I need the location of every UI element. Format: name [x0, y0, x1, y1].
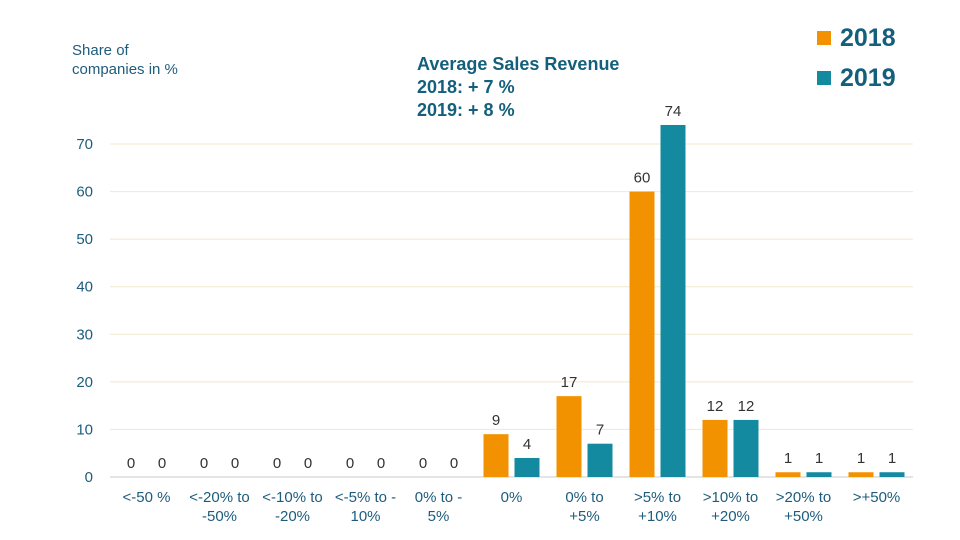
data-label-2018-6: 17: [561, 374, 578, 391]
x-tick-label-3-line-1: 10%: [350, 508, 380, 525]
chart-title-block: Average Sales Revenue 2018: + 7 % 2019: …: [417, 53, 619, 122]
x-tick-label-8-line-0: >10% to: [703, 489, 758, 506]
y-tick-label-40: 40: [76, 279, 93, 296]
data-label-2019-4: 0: [450, 455, 458, 472]
x-tick-label-0-line-0: <-50 %: [123, 489, 171, 506]
x-tick-label-5-line-0: 0%: [501, 489, 523, 506]
data-label-2019-5: 4: [523, 436, 531, 453]
data-label-2019-1: 0: [231, 455, 239, 472]
x-tick-label-1-line-1: -50%: [202, 508, 237, 525]
data-label-2018-2: 0: [273, 455, 281, 472]
y-tick-label-60: 60: [76, 184, 93, 201]
x-tick-label-8-line-1: +20%: [711, 508, 750, 525]
legend-item-2018: 2018: [817, 24, 896, 52]
y-tick-label-20: 20: [76, 374, 93, 391]
data-label-2018-4: 0: [419, 455, 427, 472]
data-label-2018-5: 9: [492, 412, 500, 429]
bar-2019-8: [733, 419, 759, 477]
y-tick-label-30: 30: [76, 326, 93, 343]
data-label-2018-10: 1: [857, 450, 865, 467]
legend-label-2019: 2019: [840, 63, 896, 92]
data-label-2018-7: 60: [634, 170, 651, 187]
x-tick-label-9-line-1: +50%: [784, 508, 823, 525]
bar-2018-9: [775, 472, 801, 477]
y-tick-label-0: 0: [85, 469, 93, 486]
data-label-2018-3: 0: [346, 455, 354, 472]
x-tick-label-2-line-1: -20%: [275, 508, 310, 525]
legend-swatch-2018: [817, 31, 831, 45]
x-tick-label-3-line-0: <-5% to -: [335, 489, 396, 506]
subtitle-line-2018: 2018: + 7 %: [417, 77, 515, 97]
data-label-2019-8: 12: [738, 398, 755, 415]
chart-title: Average Sales Revenue: [417, 54, 620, 74]
data-label-2019-10: 1: [888, 450, 896, 467]
bar-2018-6: [556, 396, 582, 477]
bar-2018-7: [629, 191, 655, 478]
x-tick-label-9-line-0: >20% to: [776, 489, 831, 506]
y-tick-label-50: 50: [76, 231, 93, 248]
bar-2019-7: [660, 124, 686, 477]
legend-label-2018: 2018: [840, 23, 896, 52]
data-label-2019-3: 0: [377, 455, 385, 472]
x-tick-label-7-line-0: >5% to: [634, 489, 681, 506]
legend-swatch-2019: [817, 71, 831, 85]
x-tick-label-4-line-1: 5%: [428, 508, 450, 525]
data-label-2019-6: 7: [596, 422, 604, 439]
data-label-2018-9: 1: [784, 450, 792, 467]
y-axis-title: Share of companies in %: [72, 42, 178, 78]
data-label-2018-0: 0: [127, 455, 135, 472]
y-tick-label-70: 70: [76, 136, 93, 153]
bar-2019-5: [514, 457, 540, 477]
subtitle-line-2019: 2019: + 8 %: [417, 100, 515, 120]
bar-2019-9: [806, 472, 832, 477]
x-tick-label-1-line-0: <-20% to: [189, 489, 249, 506]
bar-2018-5: [483, 434, 509, 477]
x-tick-label-6-line-1: +5%: [569, 508, 599, 525]
bar-2019-10: [879, 472, 905, 477]
data-label-2019-0: 0: [158, 455, 166, 472]
x-tick-label-7-line-1: +10%: [638, 508, 677, 525]
x-tick-label-2-line-0: <-10% to: [262, 489, 322, 506]
data-label-2019-2: 0: [304, 455, 312, 472]
bar-2018-8: [702, 419, 728, 477]
x-tick-label-4-line-0: 0% to -: [415, 489, 463, 506]
legend: 2018 2019: [817, 24, 896, 104]
data-label-2018-8: 12: [707, 398, 724, 415]
x-tick-label-6-line-0: 0% to: [565, 489, 603, 506]
bar-2019-6: [587, 443, 613, 477]
data-label-2018-1: 0: [200, 455, 208, 472]
y-tick-label-10: 10: [76, 421, 93, 438]
data-label-2019-9: 1: [815, 450, 823, 467]
bar-2018-10: [848, 472, 874, 477]
legend-item-2019: 2019: [817, 64, 896, 92]
data-label-2019-7: 74: [665, 103, 682, 120]
x-tick-label-10-line-0: >+50%: [853, 489, 901, 506]
